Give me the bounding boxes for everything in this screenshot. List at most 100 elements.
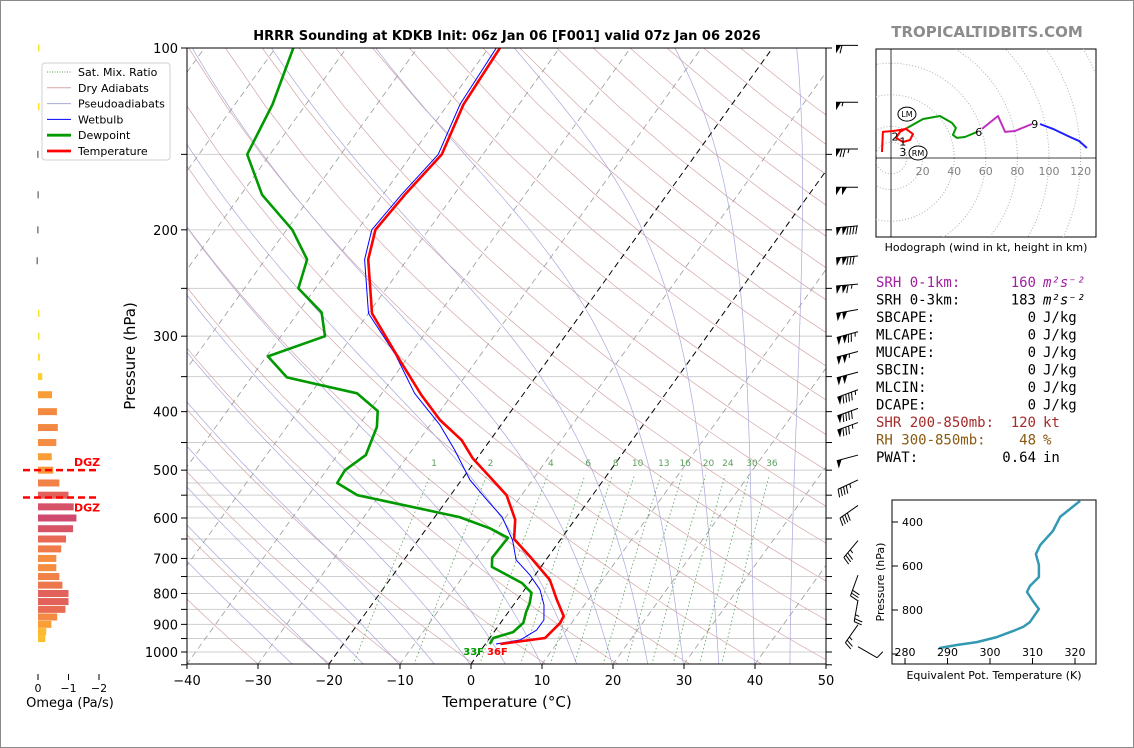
- pseudoadiabat: [187, 351, 471, 664]
- theta-e-y-tick-label: 400: [902, 516, 923, 529]
- omega-tick-label: 0: [35, 682, 42, 695]
- barb-full: [850, 392, 853, 401]
- x-tick-label: 20: [605, 674, 622, 689]
- x-tick-label: −30: [244, 674, 271, 689]
- theta-e-x-tick-label: 280: [895, 646, 916, 659]
- barb-full: [848, 393, 850, 402]
- barb-full: [848, 411, 850, 421]
- barb-half: [855, 614, 860, 617]
- barb-full: [843, 486, 846, 495]
- isotherm: [399, 71, 826, 664]
- mixing-ratio-line: [602, 475, 662, 664]
- barb-full: [837, 489, 841, 498]
- hodograph-frame: [875, 48, 1097, 238]
- mixing-ratio-label: 6: [585, 459, 591, 469]
- omega-bar: [38, 453, 52, 461]
- stat-label: SRH 0-1km:: [876, 275, 960, 291]
- dry-adiabat: [519, 48, 826, 301]
- x-tick-label: 50: [818, 674, 835, 689]
- stat-value: 183: [1011, 293, 1036, 309]
- barb-full: [849, 226, 852, 235]
- wind-barb: [836, 44, 858, 54]
- y-tick-label: 100: [153, 42, 178, 57]
- mixing-ratio-line: [651, 475, 706, 664]
- barb-pennant: [842, 226, 848, 236]
- stat-unit: J/kg: [1043, 310, 1077, 326]
- hodograph-height-label: 6: [975, 126, 982, 139]
- omega-bar: [38, 573, 60, 581]
- barb-full: [853, 621, 862, 626]
- barb-pennant: [842, 311, 848, 321]
- dewpoint-line: [245, 48, 533, 645]
- wind-barb: [837, 479, 859, 498]
- stat-value: 120: [1011, 415, 1036, 431]
- barb-staff: [857, 646, 878, 659]
- dry-adiabat: [187, 471, 403, 664]
- omega-tick-label: −2: [91, 682, 107, 695]
- stats-panel: SRH 0-1km: 160 m²s⁻² SRH 0-3km: 183 m²s⁻² SBCA…: [876, 275, 1085, 466]
- mixing-ratio-line: [625, 475, 683, 664]
- omega-bar: [38, 613, 58, 621]
- stat-label: MLCIN:: [876, 380, 927, 396]
- wind-barb: [836, 454, 859, 469]
- barb-half: [850, 284, 853, 289]
- barb-full: [852, 256, 855, 265]
- barb-full: [839, 517, 844, 526]
- hodograph-plot: 20 40 60 80 100 120 123 6 9 LM RM: [876, 49, 1096, 237]
- theta-e-x-tick-label: 320: [1065, 646, 1086, 659]
- wind-barb: [836, 148, 858, 158]
- omega-bar: [38, 564, 57, 572]
- barb-half: [847, 148, 850, 154]
- barb-pennant: [836, 376, 842, 386]
- barb-full: [839, 148, 843, 158]
- dry-adiabat: [409, 48, 826, 401]
- mixing-ratio-label: 13: [658, 459, 669, 469]
- isotherm: [187, 48, 631, 664]
- wind-barb: [839, 505, 859, 526]
- barb-staff: [850, 574, 859, 596]
- stat-unit: kt: [1043, 415, 1060, 431]
- barb-full: [845, 412, 848, 422]
- omega-bar: [38, 491, 69, 499]
- barb-pennant: [842, 334, 848, 344]
- isotherm: [187, 48, 560, 567]
- mixing-ratio-line: [479, 475, 548, 664]
- barb-full: [842, 148, 846, 158]
- barb-full: [850, 595, 858, 601]
- hodograph-height-label: 2: [891, 131, 898, 144]
- barb-full: [849, 256, 852, 265]
- barb-half: [849, 549, 854, 554]
- barb-full: [845, 426, 848, 436]
- barb-full: [842, 395, 845, 404]
- omega-bar: [38, 620, 52, 628]
- barb-staff: [844, 624, 859, 643]
- isotherm: [187, 48, 489, 468]
- stat-value: 0: [1028, 398, 1036, 414]
- omega-bar: [38, 439, 57, 447]
- omega-bar: [36, 257, 38, 265]
- y-tick-label: 1000: [145, 646, 178, 661]
- barb-full: [846, 284, 849, 294]
- omega-bar: [38, 103, 40, 111]
- stat-unit: m²s⁻²: [1042, 275, 1085, 291]
- mixing-ratio-label: 36: [766, 459, 778, 469]
- hodograph-ring-label: 120: [1070, 165, 1091, 178]
- mixing-ratio-label: 4: [548, 459, 554, 469]
- pseudoadiabat: [187, 560, 293, 664]
- hodograph-segment-6-9: [981, 115, 1033, 133]
- barb-staff: [839, 505, 859, 519]
- omega-bar: [38, 353, 40, 361]
- hodograph-segment-9-12: [1039, 123, 1088, 149]
- omega-bar: [38, 628, 47, 636]
- hodograph-height-label: 1: [899, 135, 906, 148]
- storm-motion-marker: [897, 106, 917, 122]
- dry-adiabat: [187, 347, 547, 664]
- barb-full: [846, 512, 851, 521]
- barb-pennant: [836, 336, 842, 346]
- barb-staff: [837, 479, 859, 490]
- omega-axis-label: Omega (Pa/s): [26, 696, 114, 711]
- isotherm: [187, 48, 418, 369]
- legend-label: Dry Adiabats: [78, 82, 149, 95]
- wind-barb: [850, 574, 860, 601]
- barb-full: [843, 557, 850, 565]
